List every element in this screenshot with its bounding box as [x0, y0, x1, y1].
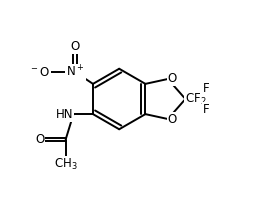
Text: O: O: [168, 112, 177, 126]
Text: F: F: [203, 82, 210, 95]
Text: CH$_3$: CH$_3$: [54, 157, 77, 172]
Text: $^-$O: $^-$O: [29, 66, 50, 79]
Text: O: O: [35, 133, 44, 146]
Text: F: F: [203, 103, 210, 116]
Text: CF$_2$: CF$_2$: [185, 91, 207, 107]
Text: N$^+$: N$^+$: [66, 65, 85, 80]
Text: O: O: [168, 72, 177, 86]
Text: HN: HN: [56, 108, 73, 121]
Text: O: O: [71, 40, 80, 53]
